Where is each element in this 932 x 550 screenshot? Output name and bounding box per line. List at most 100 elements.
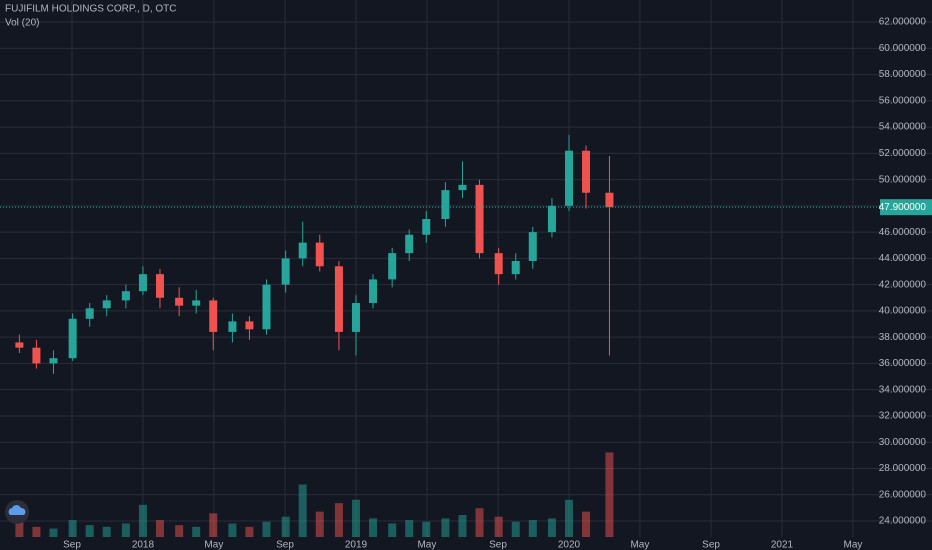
y-tick-label: 36.000000 bbox=[879, 358, 927, 369]
candle-body bbox=[298, 242, 307, 259]
volume-bar bbox=[175, 525, 184, 537]
y-tick-label: 42.000000 bbox=[879, 279, 927, 290]
volume-bar bbox=[582, 511, 591, 537]
candle-body bbox=[121, 291, 130, 301]
y-tick-label: 44.000000 bbox=[879, 253, 927, 264]
candle-body bbox=[192, 300, 201, 306]
volume-bar bbox=[281, 516, 290, 537]
y-tick-label: 54.000000 bbox=[879, 122, 927, 133]
candle-body bbox=[511, 261, 520, 275]
x-tick-label: 2020 bbox=[558, 540, 581, 550]
volume-bar bbox=[315, 511, 324, 537]
candle-body bbox=[351, 303, 360, 332]
candle-body bbox=[475, 184, 484, 254]
candle-body bbox=[138, 274, 147, 292]
volume-bar bbox=[441, 518, 450, 537]
volume-bar bbox=[138, 504, 147, 537]
candle-body bbox=[422, 219, 431, 235]
volume-bar bbox=[15, 521, 24, 537]
candle-body bbox=[245, 321, 254, 330]
candle-body bbox=[405, 234, 414, 254]
x-tick-label: 2019 bbox=[345, 540, 368, 550]
candle-body bbox=[458, 184, 467, 191]
volume-bar bbox=[102, 526, 111, 537]
y-tick-label: 60.000000 bbox=[879, 43, 927, 54]
candle-body bbox=[528, 232, 537, 262]
candle-body bbox=[388, 253, 397, 280]
volume-bar bbox=[155, 520, 164, 537]
volume-bar bbox=[298, 484, 307, 537]
candle-body bbox=[369, 279, 378, 304]
volume-bar bbox=[511, 521, 520, 537]
y-tick-label: 24.000000 bbox=[879, 516, 927, 527]
candle-body bbox=[102, 300, 111, 309]
volume-bar bbox=[85, 525, 94, 537]
volume-bar bbox=[262, 521, 271, 537]
candle-body bbox=[155, 274, 164, 298]
volume-bar bbox=[49, 528, 58, 537]
candle-body bbox=[315, 242, 324, 267]
y-tick-label: 34.000000 bbox=[879, 384, 927, 395]
volume-bar bbox=[68, 520, 77, 537]
candle-body bbox=[175, 297, 184, 306]
volume-bar bbox=[528, 520, 537, 537]
x-tick-label: 2018 bbox=[132, 540, 155, 550]
candle-body bbox=[262, 284, 271, 330]
volume-indicator: Vol (20) bbox=[5, 18, 39, 29]
volume-bar bbox=[245, 526, 254, 537]
x-tick-label: Sep bbox=[276, 540, 294, 550]
volume-bar bbox=[494, 516, 503, 537]
y-tick-label: 62.000000 bbox=[879, 17, 927, 28]
candle-body bbox=[547, 205, 556, 233]
y-tick-label: 46.000000 bbox=[879, 227, 927, 238]
volume-bar bbox=[388, 523, 397, 537]
volume-bar bbox=[351, 499, 360, 537]
volume-bar bbox=[334, 503, 343, 537]
y-tick-label: 26.000000 bbox=[879, 489, 927, 500]
x-tick-label: May bbox=[843, 540, 862, 550]
candle-body bbox=[564, 150, 573, 206]
y-tick-label: 52.000000 bbox=[879, 148, 927, 159]
y-tick-label: 28.000000 bbox=[879, 463, 927, 474]
candle-body bbox=[494, 253, 503, 275]
y-tick-label: 32.000000 bbox=[879, 411, 927, 422]
volume-bar bbox=[405, 520, 414, 537]
y-tick-label: 40.000000 bbox=[879, 306, 927, 317]
y-tick-label: 30.000000 bbox=[879, 437, 927, 448]
volume-bar bbox=[458, 515, 467, 537]
volume-bar bbox=[192, 526, 201, 537]
candle-body bbox=[441, 190, 450, 220]
candle-body bbox=[209, 300, 218, 332]
volume-bar bbox=[121, 523, 130, 537]
volume-bar bbox=[369, 518, 378, 537]
last-price-box bbox=[880, 199, 932, 216]
volume-bar bbox=[228, 523, 237, 537]
candle-body bbox=[334, 266, 343, 332]
volume-bar bbox=[605, 452, 614, 537]
candle-body bbox=[15, 342, 24, 348]
chart-title: FUJIFILM HOLDINGS CORP., D, OTC bbox=[5, 4, 177, 15]
x-tick-label: May bbox=[630, 540, 649, 550]
candle-body bbox=[228, 321, 237, 332]
y-tick-label: 56.000000 bbox=[879, 95, 927, 106]
x-tick-label: May bbox=[417, 540, 436, 550]
candle-body bbox=[85, 308, 94, 319]
candle-body bbox=[281, 258, 290, 285]
y-tick-label: 50.000000 bbox=[879, 174, 927, 185]
x-tick-label: Sep bbox=[702, 540, 720, 550]
volume-bar bbox=[547, 518, 556, 537]
volume-bar bbox=[32, 526, 41, 537]
logo[interactable] bbox=[5, 500, 29, 524]
volume-bar bbox=[475, 508, 484, 537]
axes: 24.000000 26.000000 28.000000 30.000000 32.0… bbox=[0, 17, 932, 550]
candles bbox=[15, 134, 614, 374]
logo-cloud[interactable] bbox=[8, 505, 26, 515]
x-tick-label: Sep bbox=[489, 540, 507, 550]
y-tick-label: 38.000000 bbox=[879, 332, 927, 343]
x-tick-label: May bbox=[204, 540, 223, 550]
last-price-label: 47.900000 bbox=[879, 202, 927, 213]
candle-body bbox=[68, 318, 77, 359]
candle-body bbox=[32, 347, 41, 364]
